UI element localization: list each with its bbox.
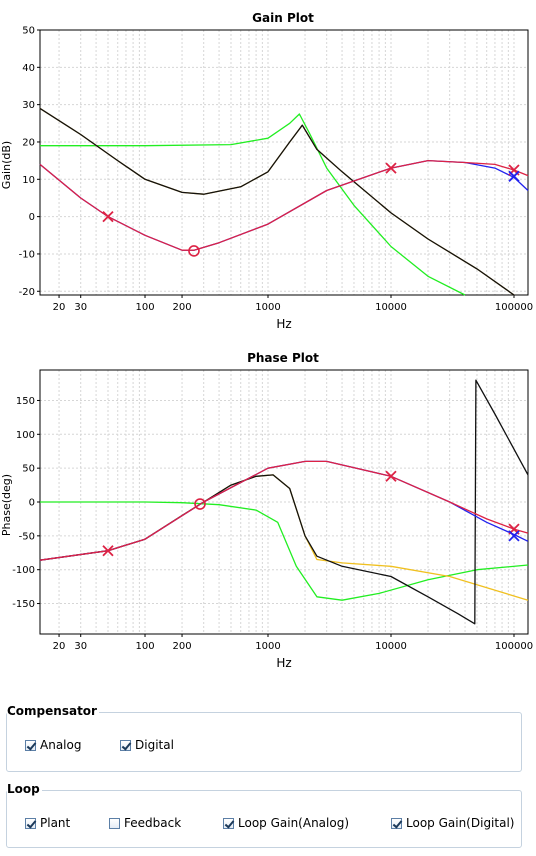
loop-gain-digital-checkbox[interactable]: Loop Gain(Digital) (391, 816, 514, 830)
gain-y-label: Gain(dB) (0, 141, 13, 189)
gain-y-tick-label: 20 (22, 137, 35, 148)
gain-x-tick-label: 20 (53, 302, 66, 313)
phase-x-tick-label: 100 (135, 641, 154, 652)
phase-y-tick-label: 100 (16, 430, 35, 441)
gain-series-group (39, 107, 529, 296)
gain-x-ticks: 20 30 100 200 1000 10000 100000 (53, 295, 533, 313)
gain-marker-x-3 (508, 170, 520, 182)
gain-y-tick-label: 30 (22, 100, 35, 111)
phase-x-tick-label: 20 (53, 641, 66, 652)
phase-x-label: Hz (276, 656, 291, 670)
phase-marker-o-4 (194, 498, 206, 510)
digital-checkbox-label: Digital (135, 738, 174, 752)
phase-series-4 (39, 460, 529, 561)
gain-x-tick-label: 1000 (255, 302, 280, 313)
gain-marker-x-0 (102, 210, 114, 223)
compensator-group-title: Compensator (7, 704, 99, 718)
loop-gain-digital-checkbox-label: Loop Gain(Digital) (406, 816, 515, 830)
phase-plot: Phase Plot 20 30 100 200 1000 10000 100000 -15… (0, 351, 533, 670)
phase-y-tick-label: -150 (12, 599, 35, 610)
gain-series-4 (39, 159, 529, 251)
gain-x-tick-label: 200 (172, 302, 191, 313)
compensator-group: Compensator Analog Digital (6, 704, 522, 772)
feedback-checkbox-box[interactable] (109, 817, 120, 829)
gain-y-tick-label: 50 (22, 26, 35, 37)
digital-checkbox-box[interactable] (120, 739, 131, 751)
gain-x-tick-label: 10000 (375, 302, 407, 313)
phase-markers (102, 470, 520, 557)
loop-group: Loop Plant Feedback Loop Gain(Analog) Lo… (6, 782, 522, 848)
gain-plot-title: Gain Plot (252, 11, 314, 25)
phase-x-tick-label: 1000 (255, 641, 280, 652)
analog-checkbox[interactable]: Analog (25, 738, 81, 752)
gain-y-tick-label: -20 (19, 287, 35, 298)
loop-gain-digital-checkbox-box[interactable] (391, 817, 402, 829)
gain-y-ticks: -20 -10 0 10 20 30 40 50 (19, 26, 40, 298)
phase-marker-x-3 (508, 530, 520, 542)
phase-x-tick-label: 10000 (375, 641, 407, 652)
digital-checkbox[interactable]: Digital (120, 738, 174, 752)
phase-plot-title: Phase Plot (247, 351, 319, 365)
phase-x-tick-label: 200 (172, 641, 191, 652)
phase-y-ticks: -150 -100 -50 0 50 100 150 (12, 396, 40, 610)
analog-checkbox-label: Analog (40, 738, 82, 752)
gain-series-2 (39, 107, 515, 296)
plant-checkbox-box[interactable] (25, 817, 36, 829)
phase-y-tick-label: -50 (19, 531, 35, 542)
plant-checkbox-label: Plant (40, 816, 71, 830)
gain-plot-area (39, 29, 529, 296)
gain-series-0 (40, 113, 466, 296)
phase-series-group (39, 379, 529, 625)
gain-y-tick-label: 0 (29, 212, 35, 223)
phase-y-label: Phase(deg) (0, 474, 13, 536)
phase-y-tick-label: 50 (22, 464, 35, 475)
phase-y-tick-label: 0 (29, 498, 35, 509)
gain-series-3 (39, 159, 529, 251)
phase-x-tick-label: 30 (74, 641, 87, 652)
phase-x-ticks: 20 30 100 200 1000 10000 100000 (53, 634, 533, 652)
phase-marker-x-0 (102, 545, 114, 557)
phase-x-tick-label: 100000 (495, 641, 533, 652)
gain-series-1 (39, 107, 515, 296)
phase-series-0 (40, 501, 529, 601)
phase-y-tick-label: -100 (12, 565, 35, 576)
gain-x-tick-label: 30 (74, 302, 87, 313)
gain-x-label: Hz (276, 317, 291, 331)
phase-series-3 (39, 460, 529, 561)
loop-group-title: Loop (7, 782, 42, 796)
feedback-checkbox-label: Feedback (124, 816, 182, 830)
phase-y-tick-label: 150 (16, 396, 35, 407)
analog-checkbox-box[interactable] (25, 739, 36, 751)
feedback-checkbox[interactable]: Feedback (109, 816, 181, 830)
phase-marker-x-1 (385, 470, 397, 482)
loop-gain-analog-checkbox[interactable]: Loop Gain(Analog) (223, 816, 349, 830)
gain-x-tick-label: 100000 (495, 302, 533, 313)
gain-y-tick-label: 40 (22, 63, 35, 74)
loop-gain-analog-checkbox-label: Loop Gain(Analog) (238, 816, 350, 830)
gain-markers (102, 162, 520, 257)
loop-gain-analog-checkbox-box[interactable] (223, 817, 234, 829)
plant-checkbox[interactable]: Plant (25, 816, 70, 830)
gain-plot: Gain Plot 20 30 100 200 1000 10000 100000 -20-… (0, 11, 533, 331)
gain-x-tick-label: 100 (135, 302, 154, 313)
gain-marker-o-4 (188, 245, 200, 257)
gain-y-tick-label: 10 (22, 175, 35, 186)
gain-marker-x-1 (385, 162, 397, 174)
gain-y-tick-label: -10 (19, 249, 35, 260)
